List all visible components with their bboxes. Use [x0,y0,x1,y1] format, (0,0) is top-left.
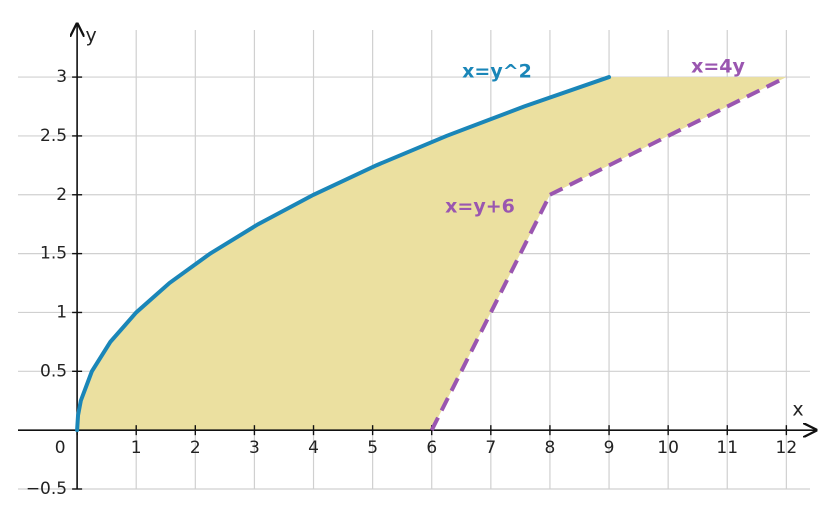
x-tick-label: 5 [367,438,378,458]
y-tick-label: −0.5 [26,479,67,499]
x-tick-label: 4 [308,438,319,458]
x-tick-label: 11 [716,438,738,458]
y-tick-label: 2.5 [40,126,67,146]
x-tick-label: 8 [545,438,556,458]
x-tick-label: 0 [55,438,66,458]
y-tick-label: 1.5 [40,244,67,264]
y-tick-label: 1 [56,302,67,322]
curve-label: x=y+6 [445,196,515,218]
x-axis-label: x [792,399,803,421]
y-tick-label: 2 [56,185,67,205]
curve [549,75,788,197]
y-axis-label: y [85,25,96,47]
x-tick-label: 7 [485,438,496,458]
y-tick-label: 3 [56,67,67,87]
curve-label: x=y^2 [462,61,532,83]
x-tick-label: 1 [131,438,142,458]
curve [75,75,612,433]
x-tick-label: 12 [776,438,798,458]
y-tick-label: 0.5 [40,361,67,381]
x-tick-label: 2 [190,438,201,458]
curve-label: x=4y [691,56,745,78]
x-tick-label: 10 [657,438,679,458]
x-tick-label: 3 [249,438,260,458]
x-tick-label: 9 [604,438,615,458]
x-tick-label: 6 [426,438,437,458]
region [77,77,787,431]
